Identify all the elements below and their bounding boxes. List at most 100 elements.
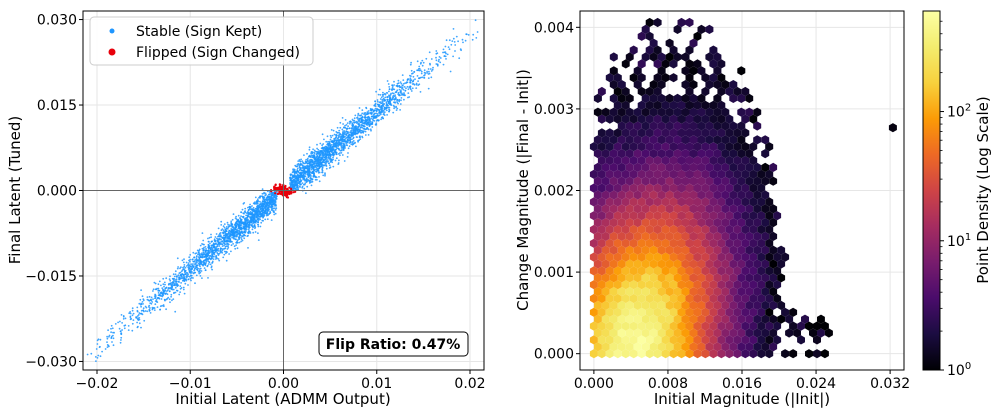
hexbin-cell xyxy=(789,349,798,359)
hexbin-cell xyxy=(741,142,750,152)
hexbin-cell xyxy=(697,259,706,269)
hexbin-cell xyxy=(617,176,626,186)
stable-point xyxy=(112,331,114,334)
stable-point xyxy=(174,270,177,273)
stable-point xyxy=(265,198,268,201)
stable-point xyxy=(196,268,198,271)
stable-point xyxy=(195,252,198,255)
stable-point xyxy=(194,282,196,285)
hexbin-cell xyxy=(681,176,690,186)
hexbin-cell xyxy=(593,287,602,297)
hexbin-cell xyxy=(745,314,754,324)
stable-point xyxy=(223,226,226,229)
stable-point xyxy=(353,119,356,122)
stable-point xyxy=(264,202,266,205)
hexbin-cell xyxy=(737,107,746,117)
hexbin-cell xyxy=(645,183,654,193)
stable-point xyxy=(154,303,157,306)
hexbin-cell xyxy=(597,183,606,193)
hexbin-cell xyxy=(593,149,602,159)
stable-point xyxy=(259,225,262,228)
stable-point xyxy=(149,299,152,301)
hexbin-cell xyxy=(661,238,670,248)
stable-point xyxy=(236,247,239,250)
stable-point xyxy=(385,92,388,94)
hexbin-cell xyxy=(605,307,614,317)
stable-point xyxy=(419,69,422,72)
hexbin-cell xyxy=(681,204,690,214)
stable-point xyxy=(396,85,399,88)
stable-point xyxy=(195,264,198,267)
stable-point xyxy=(243,212,245,215)
stable-point xyxy=(154,295,157,298)
stable-point xyxy=(218,232,221,235)
hexbin-cell xyxy=(665,328,674,338)
hexbin-cell xyxy=(625,176,634,186)
stable-point xyxy=(157,283,160,286)
stable-point xyxy=(344,132,346,134)
stable-point xyxy=(379,98,382,100)
stable-point xyxy=(230,222,233,224)
stable-point xyxy=(245,220,248,223)
stable-point xyxy=(154,282,157,285)
stable-point xyxy=(355,145,357,148)
stable-point xyxy=(186,264,189,266)
hexbin-cell xyxy=(653,280,662,290)
hexbin-cell xyxy=(725,293,734,304)
stable-point xyxy=(338,129,341,132)
hexbin-cell xyxy=(609,314,618,324)
hexbin-cell xyxy=(669,266,678,276)
hexbin-cell xyxy=(601,176,610,186)
hexbin-cell xyxy=(661,293,670,304)
hexbin-cell xyxy=(629,155,638,166)
stable-point xyxy=(392,111,395,114)
stable-point xyxy=(251,228,254,231)
hexbin-cell xyxy=(685,142,694,152)
hexbin-cell xyxy=(717,155,726,166)
hexbin-cell xyxy=(753,176,762,186)
hexbin-cell xyxy=(625,162,634,172)
stable-point xyxy=(387,102,390,105)
hexbin-cell xyxy=(741,114,750,124)
stable-point xyxy=(374,117,376,119)
hexbin-cell xyxy=(805,349,813,359)
stable-point xyxy=(188,259,190,262)
stable-point xyxy=(382,109,385,112)
hexbin-cell xyxy=(621,266,630,276)
hexbin-cell xyxy=(781,349,790,359)
hexbin-cell xyxy=(765,224,774,235)
stable-points xyxy=(86,19,479,362)
stable-point xyxy=(328,164,331,167)
stable-point xyxy=(199,265,201,268)
hexbin-cell xyxy=(749,252,758,262)
hexbin-cell xyxy=(761,218,770,228)
stable-point xyxy=(122,315,125,318)
hexbin-cell xyxy=(641,273,650,283)
hexbin-cell xyxy=(657,314,666,324)
stable-point xyxy=(309,160,312,163)
hexbin-cell xyxy=(769,162,778,172)
hexbin-cell xyxy=(633,176,642,186)
stable-point xyxy=(316,178,318,181)
stable-point xyxy=(394,98,397,100)
hexbin-cell xyxy=(633,245,642,255)
stable-point xyxy=(363,123,366,125)
stable-point xyxy=(270,219,273,222)
hexbin-cell xyxy=(705,218,714,228)
stable-point xyxy=(321,161,324,164)
stable-point xyxy=(377,115,380,117)
stable-point xyxy=(231,218,234,221)
hexbin-cell xyxy=(625,149,634,159)
stable-point xyxy=(344,124,346,127)
stable-point xyxy=(267,193,270,196)
stable-point xyxy=(129,311,132,313)
hexbin-cell xyxy=(601,314,610,324)
stable-point xyxy=(373,120,376,122)
hexbin-cell xyxy=(681,328,690,338)
stable-point xyxy=(358,130,360,133)
stable-point xyxy=(153,281,156,284)
hexbin-cell xyxy=(633,107,642,117)
stable-point xyxy=(362,130,364,133)
stable-point xyxy=(318,180,321,183)
stable-point xyxy=(216,237,218,240)
